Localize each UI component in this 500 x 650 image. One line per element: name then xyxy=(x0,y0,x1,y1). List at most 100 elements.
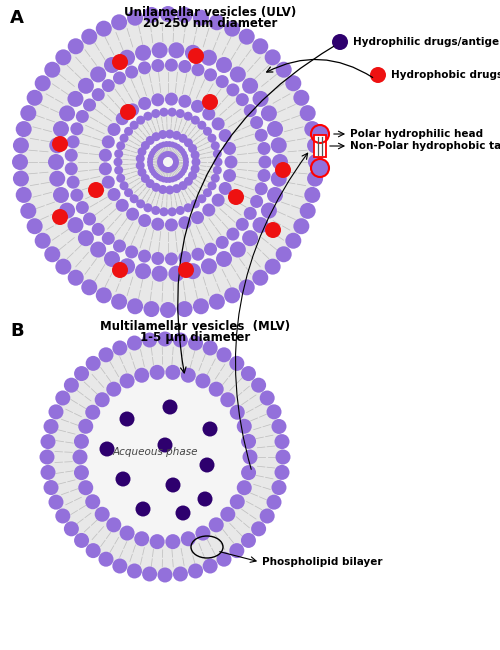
Circle shape xyxy=(208,134,216,143)
Circle shape xyxy=(106,517,122,532)
Circle shape xyxy=(204,242,217,255)
Circle shape xyxy=(144,112,152,121)
Circle shape xyxy=(266,404,281,419)
Circle shape xyxy=(158,162,164,168)
Circle shape xyxy=(181,150,187,157)
Circle shape xyxy=(102,79,115,92)
Circle shape xyxy=(272,480,286,495)
Circle shape xyxy=(173,159,179,165)
Circle shape xyxy=(12,154,28,170)
Circle shape xyxy=(198,121,206,130)
Circle shape xyxy=(188,48,204,64)
Circle shape xyxy=(200,458,214,473)
Circle shape xyxy=(370,67,386,83)
Circle shape xyxy=(158,176,164,181)
Circle shape xyxy=(126,103,139,116)
Circle shape xyxy=(236,93,249,106)
Circle shape xyxy=(214,157,222,166)
Circle shape xyxy=(26,218,42,234)
Circle shape xyxy=(88,182,104,198)
Circle shape xyxy=(162,400,178,415)
Circle shape xyxy=(113,239,126,252)
Circle shape xyxy=(190,151,200,159)
Circle shape xyxy=(104,251,120,267)
Circle shape xyxy=(74,465,89,480)
Circle shape xyxy=(138,61,151,74)
Circle shape xyxy=(158,154,164,161)
Circle shape xyxy=(171,153,177,159)
Circle shape xyxy=(260,391,274,406)
Circle shape xyxy=(138,250,151,263)
Circle shape xyxy=(151,148,157,154)
Circle shape xyxy=(48,404,64,419)
Circle shape xyxy=(148,165,154,171)
Circle shape xyxy=(178,216,192,229)
Circle shape xyxy=(155,174,161,180)
Circle shape xyxy=(146,179,154,188)
Circle shape xyxy=(94,507,110,522)
Circle shape xyxy=(166,177,172,183)
Circle shape xyxy=(116,199,129,212)
Circle shape xyxy=(178,262,194,278)
Circle shape xyxy=(230,242,246,257)
Circle shape xyxy=(136,200,145,209)
Text: 1-5 μm diameter: 1-5 μm diameter xyxy=(140,331,250,344)
Circle shape xyxy=(236,218,249,231)
Circle shape xyxy=(212,194,224,207)
Circle shape xyxy=(127,298,143,315)
Circle shape xyxy=(82,280,98,295)
Circle shape xyxy=(202,107,215,120)
Circle shape xyxy=(172,157,178,163)
Circle shape xyxy=(300,203,316,219)
Circle shape xyxy=(152,94,164,107)
Circle shape xyxy=(211,174,220,183)
Circle shape xyxy=(150,534,164,549)
Circle shape xyxy=(172,161,178,167)
Circle shape xyxy=(111,14,127,31)
Circle shape xyxy=(111,294,127,309)
Circle shape xyxy=(151,109,160,118)
Circle shape xyxy=(64,378,79,393)
Circle shape xyxy=(144,203,152,213)
Circle shape xyxy=(311,159,329,177)
Circle shape xyxy=(147,162,153,168)
Circle shape xyxy=(178,181,188,190)
Circle shape xyxy=(162,151,168,158)
Polygon shape xyxy=(150,144,186,180)
Circle shape xyxy=(188,335,203,350)
Circle shape xyxy=(185,263,201,280)
Circle shape xyxy=(294,218,310,234)
Circle shape xyxy=(202,558,218,573)
Circle shape xyxy=(274,434,289,449)
Circle shape xyxy=(165,218,178,231)
Circle shape xyxy=(78,480,93,495)
Circle shape xyxy=(182,153,188,159)
Circle shape xyxy=(158,164,164,170)
Circle shape xyxy=(244,104,257,117)
Circle shape xyxy=(126,207,139,220)
Circle shape xyxy=(96,21,112,36)
Circle shape xyxy=(157,160,163,166)
Circle shape xyxy=(155,144,161,150)
Circle shape xyxy=(191,100,204,113)
Circle shape xyxy=(168,108,176,116)
Circle shape xyxy=(178,60,192,73)
Circle shape xyxy=(13,137,29,153)
Circle shape xyxy=(178,134,188,143)
Circle shape xyxy=(294,90,310,106)
Circle shape xyxy=(181,168,187,174)
Circle shape xyxy=(332,34,348,50)
Circle shape xyxy=(265,222,281,238)
Circle shape xyxy=(136,116,145,125)
Circle shape xyxy=(116,471,130,486)
Circle shape xyxy=(152,183,160,192)
Text: Hydrophobic drugs/antigens: Hydrophobic drugs/antigens xyxy=(391,70,500,80)
Circle shape xyxy=(193,10,209,26)
Circle shape xyxy=(90,66,106,83)
Circle shape xyxy=(74,533,89,548)
Circle shape xyxy=(116,112,129,125)
Circle shape xyxy=(191,211,204,224)
Circle shape xyxy=(224,155,237,168)
Circle shape xyxy=(82,29,98,45)
Circle shape xyxy=(160,207,168,216)
